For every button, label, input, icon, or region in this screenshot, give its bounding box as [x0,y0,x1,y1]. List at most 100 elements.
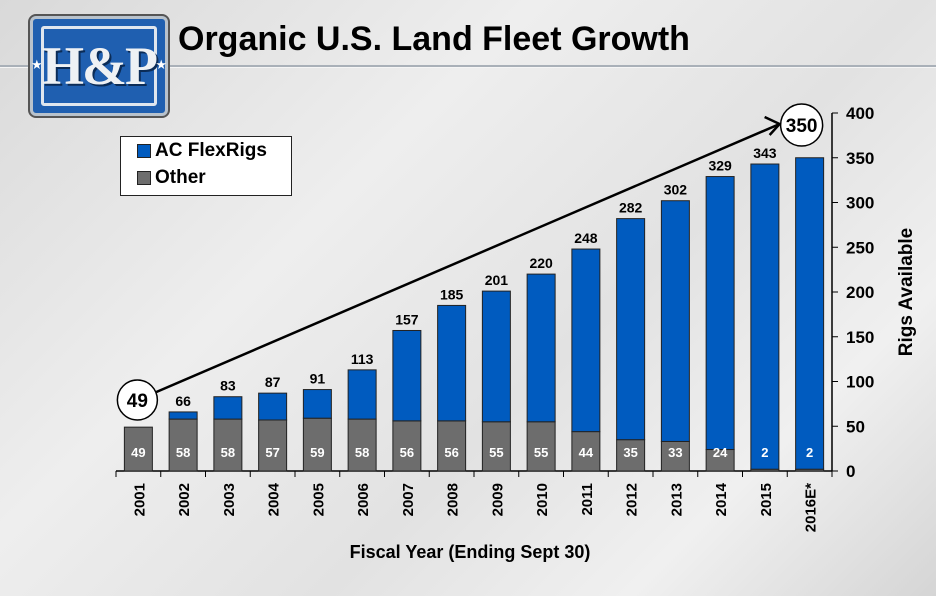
bar-ac-flexrigs [437,304,467,422]
x-tick-label: 2016E* [803,483,820,532]
trend-arrow [155,122,781,394]
data-label-total: 83 [220,378,236,394]
bar-ac-flexrigs [750,163,780,470]
data-label-total: 282 [619,200,643,216]
x-tick-label: 2015 [758,483,775,516]
data-label-total: 66 [175,393,191,409]
data-label-other: 35 [623,445,637,460]
data-label-other: 58 [355,445,369,460]
data-label-other: 2 [806,445,813,460]
bar-other [168,418,198,472]
data-label-other: 58 [221,445,235,460]
x-tick-label: 2002 [176,483,193,516]
bar-ac-flexrigs [481,290,511,423]
data-label-other: 24 [713,445,728,460]
x-tick-label: 2011 [579,483,596,516]
y-tick-label: 50 [846,417,865,436]
y-tick-label: 400 [846,104,874,123]
x-tick-label: 2010 [534,483,551,516]
company-logo: ★ H&P ★ [30,16,168,116]
bar-other [258,419,288,472]
data-label-total: 220 [529,255,553,271]
legend-swatch [137,170,151,185]
y-tick-label: 250 [846,238,874,257]
bar-other [616,439,646,472]
legend-swatch [137,143,151,158]
start-callout [116,379,159,421]
page-title: Organic U.S. Land Fleet Growth [178,20,690,58]
end-callout-label: 350 [786,116,818,137]
bar-ac-flexrigs [571,248,601,433]
data-label-other: 59 [310,445,324,460]
x-tick-label: 2006 [355,483,372,516]
y-tick-label: 100 [846,373,874,392]
y-tick-label: 200 [846,283,874,302]
bar-other [213,418,243,472]
bar-other [347,418,377,472]
bar-ac-flexrigs [526,273,556,423]
bar-ac-flexrigs [258,392,288,421]
y-tick-label: 350 [846,149,874,168]
data-label-total: 113 [351,351,374,367]
header-rule [0,65,936,68]
end-callout [779,103,824,147]
arrow-head-icon [764,115,782,136]
bar-ac-flexrigs [168,411,198,420]
y-tick-label: 150 [846,328,874,347]
data-label-total: 87 [265,374,281,390]
data-label-other: 58 [176,445,190,460]
data-label-total: 185 [440,286,464,302]
bar-ac-flexrigs [795,157,825,470]
data-label-total: 91 [310,371,326,387]
bar-ac-flexrigs [302,389,332,419]
bar-other [571,431,601,472]
x-tick-label: 2005 [310,483,327,516]
data-label-total: 329 [708,158,732,174]
x-tick-label: 2003 [221,483,238,516]
chart-legend: AC FlexRigs Other [120,136,292,196]
data-label-total: 157 [395,311,419,327]
data-label-other: 56 [400,445,414,460]
legend-label: Other [155,166,206,188]
bar-other [392,420,422,472]
x-tick-label: 2014 [713,482,730,516]
legend-label: AC FlexRigs [155,139,267,161]
data-label-other: 56 [444,445,458,460]
data-label-total: 248 [574,230,598,246]
x-tick-label: 2012 [624,483,641,516]
data-label-total: 201 [485,272,509,288]
bar-other [302,417,332,472]
bar-ac-flexrigs [616,218,646,441]
data-label-other: 55 [534,445,548,460]
x-tick-label: 2009 [489,483,506,516]
bar-ac-flexrigs [392,329,422,422]
y-tick-label: 0 [846,462,855,481]
bar-other [123,426,153,472]
bar-ac-flexrigs [660,200,690,442]
start-callout-label: 49 [127,391,148,412]
y-axis-title: Rigs Available [896,228,917,356]
data-label-other: 44 [579,445,594,460]
data-label-other: 49 [131,445,145,460]
star-icon: ★ [155,57,167,72]
star-icon: ★ [31,57,43,72]
data-label-other: 33 [668,445,682,460]
x-tick-label: 2001 [131,483,148,516]
x-axis-title: Fiscal Year (Ending Sept 30) [350,542,591,562]
bar-other [481,421,511,472]
y-tick-label: 300 [846,194,874,213]
x-tick-label: 2008 [445,483,462,516]
data-label-other: 2 [761,445,768,460]
data-label-total: 302 [664,182,688,198]
data-label-other: 55 [489,445,503,460]
bar-other [660,440,690,472]
bar-ac-flexrigs [347,369,377,420]
x-tick-label: 2013 [668,483,685,516]
x-tick-label: 2007 [400,483,417,516]
data-label-total: 343 [753,145,777,161]
data-label-other: 57 [265,445,279,460]
x-tick-label: 2004 [266,482,283,516]
bar-other [526,421,556,472]
bar-ac-flexrigs [213,396,243,420]
